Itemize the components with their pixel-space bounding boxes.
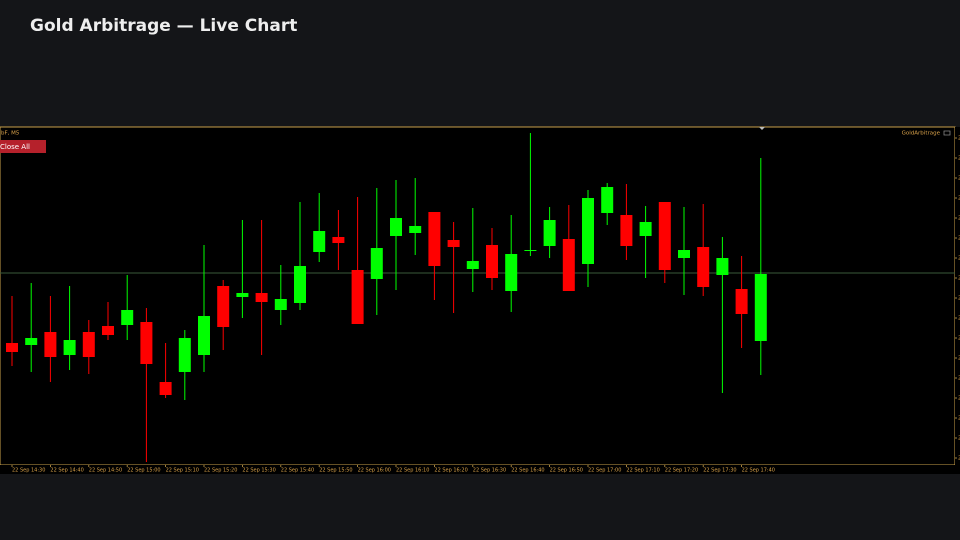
candle-body [754,274,767,341]
y-tick-label: 2632 [958,436,960,442]
close-all-button[interactable] [0,140,46,153]
candle-body [351,270,364,324]
y-tick-label: 2648 [958,276,960,282]
candle-body [620,215,633,246]
candle-body [102,326,114,335]
x-tick-label: 22 Sep 15:40 [281,468,314,474]
y-tick-label: 2646 [958,296,960,302]
candle-body [274,299,287,310]
candle-body [524,250,537,251]
candle-body [390,218,402,236]
candle-body [217,286,230,327]
page-title: Gold Arbitrage — Live Chart [30,16,298,36]
candle-body [697,247,710,287]
x-tick-label: 22 Sep 16:50 [550,468,583,474]
candle-body [236,293,249,297]
candle-body [140,322,153,364]
y-tick-label: 2662 [958,136,960,142]
x-tick-label: 22 Sep 16:40 [511,468,544,474]
candle-body [178,338,191,372]
candle-body [486,245,498,278]
x-tick-label: 22 Sep 14:50 [89,468,122,474]
x-tick-label: 22 Sep 14:30 [12,468,45,474]
x-tick-label: 22 Sep 17:00 [588,468,621,474]
candle-body [25,338,38,345]
candle-body [658,202,671,270]
y-tick-label: 2644 [958,316,960,322]
indicator-icon [943,130,951,136]
x-tick-label: 22 Sep 15:10 [166,468,199,474]
y-tick-label: 2656 [958,196,960,202]
candle-body [82,332,95,357]
symbol-label: bF, M5 [1,131,20,137]
y-axis-strip [955,127,960,474]
candle-body [562,239,575,291]
y-tick-label: 2636 [958,396,960,402]
y-tick-label: 2660 [958,156,960,162]
candle-body [313,231,326,252]
close-all-label[interactable]: Close All [0,143,30,151]
y-tick-label: 2642 [958,336,960,342]
x-tick-label: 22 Sep 16:00 [358,468,391,474]
candle-body [159,382,172,395]
shift-marker [759,127,765,130]
y-tick-label: 2650 [958,256,960,262]
x-tick-label: 22 Sep 17:20 [665,468,698,474]
candle-body [505,254,518,291]
candle-body [716,258,729,275]
x-tick-label: 22 Sep 16:10 [396,468,429,474]
x-tick-label: 22 Sep 17:40 [742,468,775,474]
x-tick-label: 22 Sep 15:20 [204,468,237,474]
y-tick-label: 2638 [958,376,960,382]
candle-body [198,316,210,355]
candle-body [582,198,594,264]
y-tick-label: 2634 [958,416,960,422]
candle-body [255,293,268,302]
candle-body [601,187,614,213]
x-tick-label: 22 Sep 17:10 [626,468,659,474]
x-tick-label: 22 Sep 14:40 [50,468,83,474]
candle-body [6,343,18,352]
x-tick-label: 22 Sep 17:30 [703,468,736,474]
indicator-label: GoldArbitrage [902,131,941,137]
candle-body [121,310,134,325]
candle-body [639,222,652,236]
y-tick-label: 2654 [958,216,960,222]
chart-frame [0,126,956,466]
candle-body [44,332,57,357]
x-tick-label: 22 Sep 16:30 [473,468,506,474]
x-tick-label: 22 Sep 15:30 [242,468,275,474]
candle-body [447,240,460,247]
y-tick-label: 2652 [958,236,960,242]
x-tick-label: 22 Sep 16:20 [434,468,467,474]
candle-body [735,289,748,314]
candle-body [63,340,76,355]
y-tick-label: 2630 [958,456,960,462]
candle-body [409,226,422,233]
candle-body [332,237,345,243]
candle-body [466,261,479,269]
candle-body [370,248,383,279]
candle-body [678,250,690,258]
candle-body [294,266,306,303]
y-tick-label: 2640 [958,356,960,362]
candle-body [428,212,441,266]
x-tick-label: 22 Sep 15:50 [319,468,352,474]
x-axis-strip [0,465,960,474]
candle-body [543,220,556,246]
y-tick-label: 2658 [958,176,960,182]
x-tick-label: 22 Sep 15:00 [127,468,160,474]
